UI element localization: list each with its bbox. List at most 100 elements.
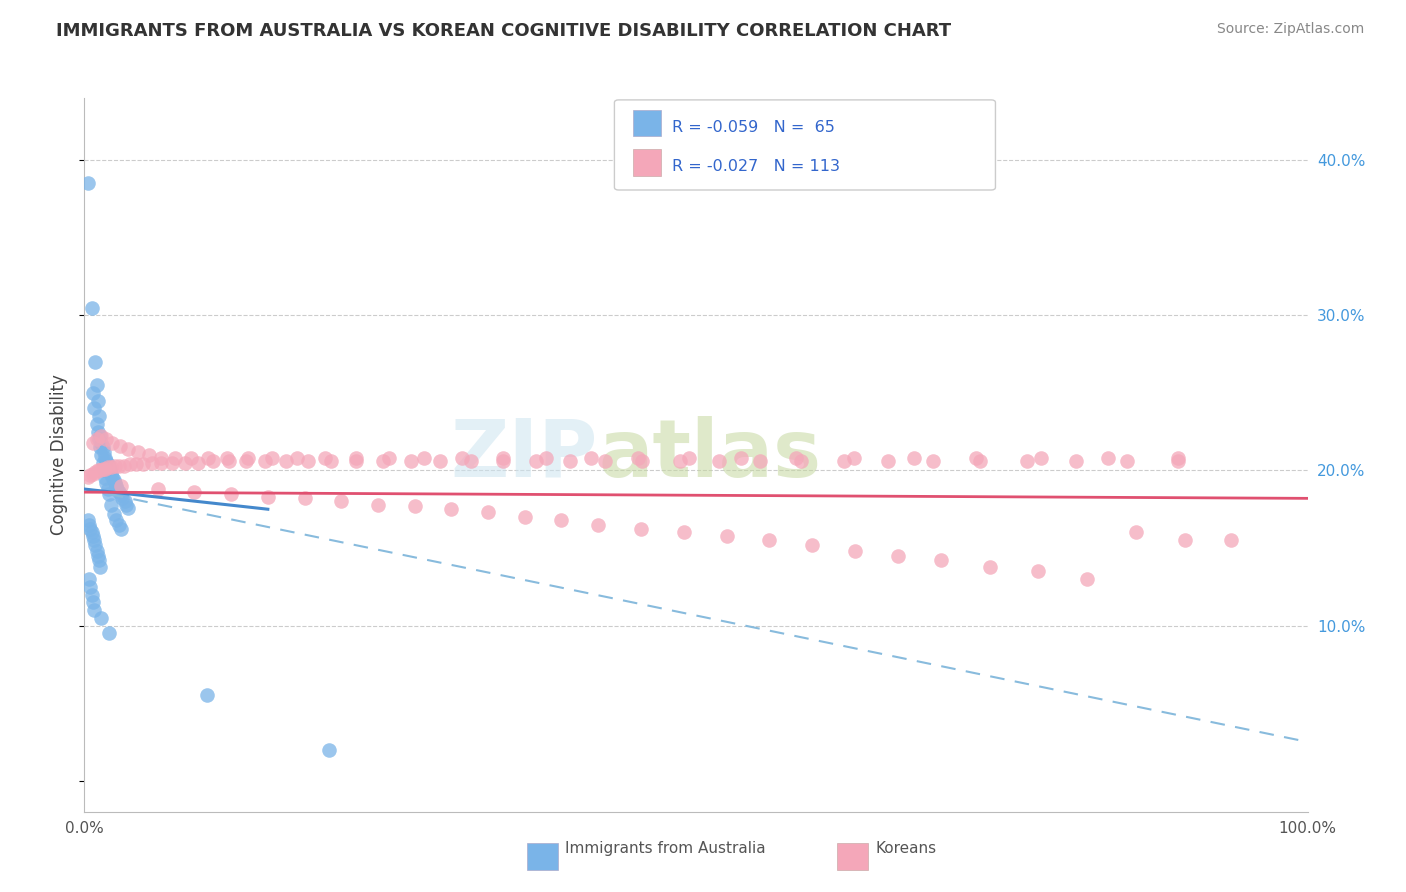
Point <box>127 445 149 459</box>
Text: Koreans: Koreans <box>876 841 936 856</box>
Point <box>90 435 112 450</box>
Point <box>84 465 107 479</box>
Point <box>790 454 813 468</box>
Point <box>1028 564 1050 578</box>
Point <box>314 450 336 465</box>
Point <box>748 454 770 468</box>
Point <box>371 454 394 468</box>
Point <box>77 513 100 527</box>
Point <box>91 440 114 454</box>
Point <box>103 507 125 521</box>
Point <box>785 450 807 465</box>
Point <box>77 177 100 191</box>
Point <box>87 433 110 447</box>
Point <box>132 457 155 471</box>
Point <box>118 457 141 471</box>
Point <box>1219 533 1241 548</box>
Point <box>429 454 451 468</box>
Point <box>285 450 308 465</box>
Point <box>80 525 103 540</box>
Point <box>90 448 112 462</box>
Point <box>101 469 124 483</box>
Point <box>96 454 118 468</box>
Point <box>103 473 125 487</box>
Point <box>86 433 108 447</box>
Point <box>82 528 104 542</box>
Point <box>117 442 139 456</box>
Point <box>125 457 148 471</box>
Point <box>97 457 120 471</box>
Point <box>367 498 389 512</box>
Point <box>965 450 987 465</box>
Point <box>146 482 169 496</box>
Point <box>276 454 298 468</box>
Point <box>86 544 108 558</box>
Point <box>183 485 205 500</box>
Point <box>96 433 118 447</box>
Point <box>378 450 401 465</box>
Point <box>672 525 695 540</box>
Point <box>1029 450 1052 465</box>
Point <box>87 409 110 424</box>
Point <box>107 517 129 532</box>
Point <box>318 742 340 756</box>
Point <box>141 456 163 470</box>
Point <box>201 454 224 468</box>
Point <box>1167 450 1189 465</box>
Text: R = -0.027   N = 113: R = -0.027 N = 113 <box>672 159 839 174</box>
Point <box>80 301 103 315</box>
Point <box>93 445 115 459</box>
Point <box>195 689 218 703</box>
Point <box>297 454 319 468</box>
Point <box>97 626 120 640</box>
Point <box>257 490 280 504</box>
Point <box>82 467 104 481</box>
Point <box>150 456 173 470</box>
Point <box>105 479 128 493</box>
Point <box>104 475 127 490</box>
Point <box>100 467 122 481</box>
Point <box>217 450 239 465</box>
Point <box>77 517 100 532</box>
Point <box>94 462 117 476</box>
Point <box>1076 572 1098 586</box>
Point <box>138 448 160 462</box>
Point <box>1066 454 1088 468</box>
Point <box>91 456 114 470</box>
Point <box>492 454 515 468</box>
Point <box>105 482 128 496</box>
Point <box>969 454 991 468</box>
Point <box>524 454 547 468</box>
Point <box>87 393 110 408</box>
Point <box>94 471 117 485</box>
Point <box>84 538 107 552</box>
Point <box>93 463 115 477</box>
Point <box>579 450 602 465</box>
Point <box>630 522 652 536</box>
Point <box>979 559 1001 574</box>
Point <box>534 450 557 465</box>
Point <box>1017 454 1039 468</box>
Point <box>413 450 436 465</box>
Point <box>595 454 617 468</box>
Point <box>187 456 209 470</box>
Point <box>163 450 186 465</box>
Point <box>709 454 731 468</box>
Point <box>294 491 316 506</box>
Point <box>90 611 112 625</box>
Point <box>100 498 122 512</box>
Point <box>586 517 609 532</box>
Point <box>115 498 138 512</box>
Point <box>82 435 104 450</box>
Text: atlas: atlas <box>598 416 821 494</box>
Point <box>197 450 219 465</box>
Point <box>111 491 134 506</box>
Point <box>219 486 242 500</box>
Point <box>100 460 122 475</box>
Point <box>87 553 110 567</box>
Point <box>101 435 124 450</box>
Point <box>1097 450 1119 465</box>
Point <box>844 544 866 558</box>
Point <box>97 460 120 475</box>
Point <box>842 450 865 465</box>
